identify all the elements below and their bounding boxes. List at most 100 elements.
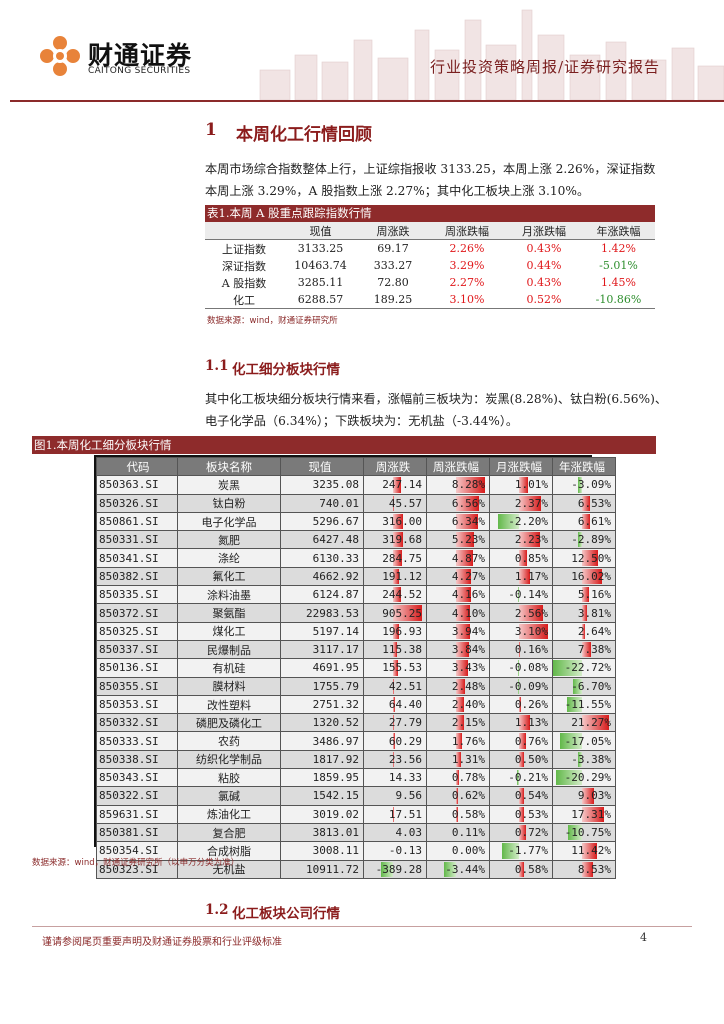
data-bar [456,550,473,566]
table-cell-month-pct: 0.44% [526,259,562,272]
table-header-cell: 现值 [283,222,358,240]
subsection-title: 化工板块公司行情 [232,906,340,922]
data-bar [456,477,485,493]
figure-cell-name: 电子化学品 [177,511,281,532]
figure-cell-week-chg: -389.28 [363,859,427,879]
figure-cell-name: 炼油化工 [177,804,281,824]
figure-cell-code: 850325.SI [96,621,178,641]
header-divider [10,100,724,102]
cell-value: -22.72% [564,661,611,675]
figure-cell-year-pct: -3.38% [552,749,616,770]
data-bar [393,751,394,768]
summary-paragraph-line: 本周上涨 3.29%，A 股指数上涨 2.27%；其中化工板块上涨 3.10%。 [205,184,590,198]
figure-cell-month-pct: 1.17% [489,566,553,587]
figure-cell-week-chg: 60.29 [363,731,427,751]
figure-cell-value: 3019.02 [280,804,364,824]
table-cell-year-pct: -5.01% [599,259,638,272]
cell-value: 3.94% [451,624,485,638]
figure-cell-name: 煤化工 [177,621,281,641]
cell-value: 9.56 [395,789,423,803]
cell-value: 0.76% [514,734,548,748]
data-bar [498,513,519,530]
data-bar [582,861,593,877]
table-row: 850353.SI 改性塑料 2751.32 64.40 2.40% 0.26% -11.5… [96,694,616,715]
data-bar [393,623,399,639]
figure-header-row: 代码 板块名称 现值 周涨跌 周涨跌幅 月涨跌幅 年涨跌幅 [96,456,616,477]
cell-value: -3.09% [571,478,611,492]
table-cell-value: 3133.25 [297,242,344,255]
table-cell-month-pct: 0.43% [526,242,562,255]
data-bar [456,587,471,603]
figure-cell-week-chg: 244.52 [363,585,427,605]
table-cell-week-pct: 2.26% [449,242,485,255]
data-bar [553,660,582,676]
table-cell-week-pct: 3.29% [449,259,485,272]
figure-cell-code: 850335.SI [96,585,178,605]
index-quote-table: 现值 周涨跌 周涨跌幅 月涨跌幅 年涨跌幅 上证指数 3133.25 69.17 2.… [205,222,655,309]
data-bar [456,715,464,731]
cell-value: 0.00% [451,844,485,858]
figure-cell-name: 无机盐 [177,859,281,879]
figure-cell-month-pct: -1.77% [489,841,553,861]
figure-cell-year-pct: -2.89% [552,530,616,550]
figure-cell-name: 涤纶 [177,548,281,568]
figure-cell-year-pct: 16.02% [552,566,616,587]
figure-cell-value: 1320.52 [280,713,364,733]
table-cell-month-pct: 0.52% [506,291,582,309]
cell-value: 0.58% [514,862,548,876]
data-bar [578,751,582,768]
cell-value: 1.17% [514,569,548,583]
figure-cell-year-pct: 7.38% [552,639,616,660]
data-bar [456,532,474,548]
figure-cell-year-pct: -3.09% [552,475,616,495]
figure-cell-week-pct: 4.10% [426,603,490,623]
data-bar [456,513,478,530]
data-bar [582,587,589,603]
table-cell-name: A 股指数 [221,276,267,290]
figure-cell-code: 850354.SI [96,841,178,861]
figure-cell-value: 3235.08 [280,475,364,495]
figure-caption: 图1.本周化工细分板块行情 [32,436,656,454]
data-bar [518,678,519,694]
figure-cell-name: 改性塑料 [177,694,281,715]
figure-cell-year-pct: -6.70% [552,676,616,696]
figure-cell-week-pct: 4.16% [426,585,490,605]
data-bar [556,770,582,786]
data-bar [519,715,530,731]
subsector-quote-table: 代码 板块名称 现值 周涨跌 周涨跌幅 月涨跌幅 年涨跌幅 850363.SI 炭… [96,456,616,879]
figure-cell-week-chg: 247.14 [363,475,427,495]
data-bar [582,641,591,658]
cell-value: 1.31% [451,752,485,766]
cell-value: 6.61% [577,515,611,529]
cell-value: 6.56% [451,496,485,510]
figure-cell-value: 3486.97 [280,731,364,751]
figure-cell-value: 1542.15 [280,786,364,806]
data-bar [393,678,394,694]
section-title: 本周化工行情回顾 [236,125,372,145]
figure-cell-value: 1817.92 [280,749,364,770]
cell-value: 284.75 [382,551,422,565]
data-bar [393,696,395,713]
figure-cell-week-pct: 4.87% [426,548,490,568]
footer-divider [32,926,692,927]
figure-cell-value: 22983.53 [280,603,364,623]
table-cell-year-pct: 1.42% [601,242,636,255]
data-bar [456,605,470,621]
figure-cell-month-pct: 0.72% [489,822,553,843]
figure-cell-week-pct: 2.48% [426,676,490,696]
figure-cell-name: 氮肥 [177,530,281,550]
table-row: 850333.SI 农药 3486.97 60.29 1.76% 0.76% -17.05% [96,731,616,751]
data-bar [456,770,459,786]
figure-cell-code: 850381.SI [96,822,178,843]
cell-value: -0.21% [508,771,548,785]
cell-value: 16.02% [571,569,611,583]
data-bar [582,568,602,585]
cell-value: 0.85% [514,551,548,565]
figure-cell-year-pct: 6.61% [552,511,616,532]
cell-value: -3.38% [571,752,611,766]
figure-cell-week-chg: 42.51 [363,676,427,696]
figure-cell-name: 涂料油墨 [177,585,281,605]
cell-value: 5.16% [577,588,611,602]
cell-value: 0.54% [514,789,548,803]
cell-value: 0.50% [514,752,548,766]
